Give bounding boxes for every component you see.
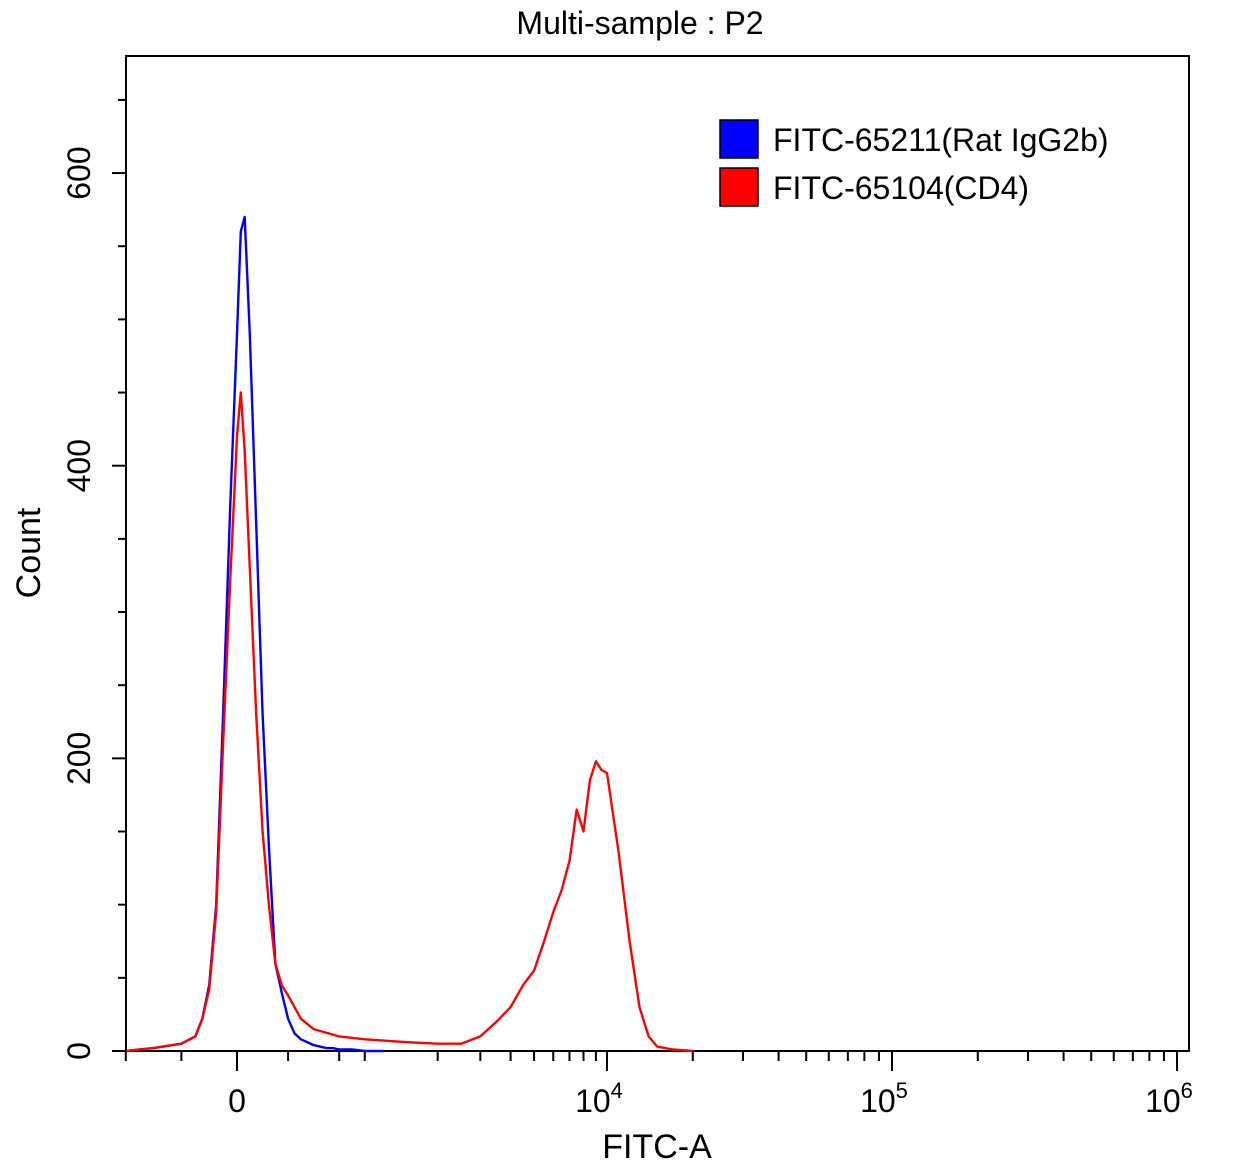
chart-title: Multi-sample : P2	[516, 5, 763, 41]
x-axis: 0 104 105 106	[124, 1051, 1193, 1119]
legend-label: FITC-65211(Rat IgG2b)	[773, 122, 1109, 158]
y-tick-label: 400	[61, 439, 97, 492]
y-axis-label: Count	[10, 507, 48, 598]
x-axis-label: FITC-A	[602, 1128, 712, 1166]
x-tick-label: 105	[860, 1078, 908, 1119]
y-tick-label: 600	[61, 146, 97, 199]
y-tick-label: 200	[61, 732, 97, 785]
y-axis: 0 200 400 600	[61, 98, 126, 1060]
series-line	[125, 391, 693, 1053]
legend-swatch	[719, 119, 759, 159]
series-curves	[125, 215, 693, 1053]
legend-label: FITC-65104(CD4)	[773, 170, 1029, 206]
x-tick-label: 0	[228, 1083, 246, 1119]
plot-frame	[125, 55, 1190, 1052]
x-tick-label: 104	[575, 1078, 623, 1119]
legend: FITC-65211(Rat IgG2b) FITC-65104(CD4)	[719, 119, 1109, 207]
y-tick-label: 0	[61, 1042, 97, 1060]
x-tick-label: 106	[1145, 1078, 1193, 1119]
series-line	[125, 215, 384, 1053]
legend-swatch	[719, 167, 759, 207]
